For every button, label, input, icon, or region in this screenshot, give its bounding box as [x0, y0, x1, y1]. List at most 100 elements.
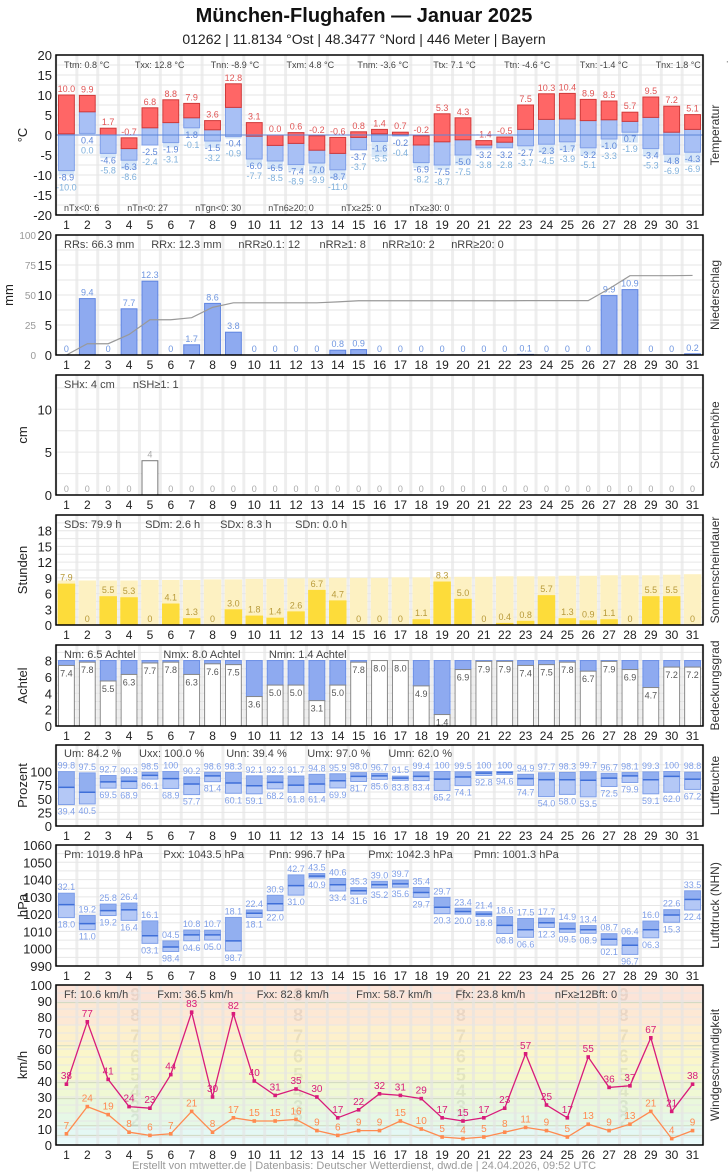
data-label: -4.8	[664, 156, 680, 166]
upper-range-box	[162, 940, 180, 948]
data-label: -3.2	[476, 150, 492, 160]
data-label: 1.4	[269, 607, 282, 617]
lower-range-box	[329, 884, 347, 892]
clear-sky-bar	[99, 660, 117, 682]
data-label: 100	[476, 761, 491, 771]
sunshine-bar	[182, 618, 201, 625]
data-label: -0.4	[226, 139, 242, 149]
data-label: 0	[314, 344, 319, 354]
data-label: 15.3	[663, 924, 681, 934]
data-label: -2.5	[142, 147, 158, 157]
x-tick-label: 18	[415, 358, 429, 372]
x-tick-label: 11	[269, 829, 282, 843]
data-label: 15	[270, 1108, 282, 1119]
sunshine-bar	[558, 618, 577, 625]
ground-min-bar	[267, 161, 284, 169]
x-tick-label: 8	[209, 628, 216, 642]
data-label: -2.8	[497, 160, 513, 170]
sunshine-bar	[57, 583, 76, 625]
x-tick-label: 1	[63, 1148, 70, 1162]
upper-range-box	[496, 916, 514, 926]
data-label: 7.7	[144, 666, 157, 676]
lower-range-box	[120, 909, 138, 921]
data-label: 0	[440, 484, 445, 494]
stat-label: nTgn<0: 30	[195, 203, 241, 213]
data-label: 5	[565, 1124, 571, 1135]
stat-label: SDs: 79.9 h	[64, 519, 121, 531]
data-label: -3.1	[163, 155, 179, 165]
precip-bar	[141, 280, 159, 356]
data-label: -6.5	[267, 163, 283, 173]
data-label: 0	[127, 484, 132, 494]
data-label: 98.7	[225, 953, 243, 963]
data-label: 67.2	[684, 791, 702, 801]
beaufort-label: 8	[293, 1005, 303, 1025]
data-label: 17.5	[517, 907, 535, 917]
data-label: 72.5	[600, 789, 618, 799]
x-tick-label: 6	[167, 628, 174, 642]
tmin-bar	[579, 120, 597, 149]
stat-label: nRR≥10: 2	[382, 239, 435, 251]
stats-top: Ttm: 0.8 °C Txx: 12.8 °C Tnn: -8.9 °C Txm: …	[64, 60, 728, 70]
y-tick-label: 75	[38, 778, 52, 793]
data-label: 6.7	[582, 674, 595, 684]
x-tick-label: 24	[540, 1148, 554, 1162]
x-tick-label: 10	[248, 1148, 262, 1162]
lower-range-box	[204, 775, 221, 783]
data-label: 0	[460, 484, 465, 494]
data-label: 7.6	[206, 667, 219, 677]
data-label: 6.9	[624, 673, 637, 683]
data-label: 8.8	[165, 89, 178, 99]
upper-range-box	[329, 878, 347, 886]
upper-range-box	[99, 903, 117, 912]
data-label: 5	[481, 1124, 487, 1135]
x-tick-label: 9	[230, 358, 237, 372]
sunshine-bar	[224, 609, 243, 625]
y-axis-title: Prozent	[15, 763, 30, 808]
data-label: 06.3	[642, 940, 660, 950]
data-label: 0	[294, 484, 299, 494]
data-label: -7.7	[247, 171, 263, 181]
data-label: 6.3	[185, 677, 198, 687]
data-label: 62.0	[663, 794, 681, 804]
data-label: 92.1	[246, 765, 264, 775]
x-tick-label: 7	[188, 969, 195, 983]
x-tick-label: 24	[540, 218, 554, 232]
data-label: 24	[82, 1094, 94, 1105]
x-tick-label: 5	[147, 829, 154, 843]
data-label: 0.8	[332, 339, 345, 349]
data-label: 98.0	[350, 762, 368, 772]
page-title: München-Flughafen — Januar 2025	[195, 5, 533, 27]
y-tick-label: 6	[45, 670, 52, 685]
stat-label: nRR≥20: 0	[451, 239, 504, 251]
data-label: 11.0	[79, 932, 96, 942]
data-label: -6.9	[685, 164, 701, 174]
x-tick-label: 2	[84, 969, 91, 983]
data-label: 3.1	[311, 704, 324, 714]
x-tick-label: 31	[686, 829, 700, 843]
ground-min-bar	[601, 139, 618, 149]
x-tick-label: 4	[126, 729, 133, 743]
x-tick-label: 13	[310, 829, 324, 843]
tmax-bar	[517, 104, 535, 130]
lower-range-box	[266, 781, 284, 790]
x-tick-label: 31	[686, 628, 700, 642]
x-tick-label: 23	[519, 218, 533, 232]
tmax-bar	[433, 113, 451, 143]
y-tick-label: 50	[38, 792, 52, 807]
x-tick-label: 21	[477, 829, 491, 843]
gust-point	[398, 1093, 403, 1098]
cumulative-precip-line	[66, 274, 693, 356]
x-tick-label: 31	[686, 498, 700, 512]
x-tick-label: 22	[498, 498, 512, 512]
data-label: 21	[666, 1098, 678, 1109]
precip-bar	[350, 349, 368, 356]
upper-range-box	[162, 771, 180, 780]
data-label: -0.6	[330, 126, 346, 136]
data-label: -0.2	[413, 125, 429, 135]
mean-point	[377, 1128, 382, 1133]
data-label: -1.0	[601, 141, 617, 151]
data-label: -0.5	[497, 126, 513, 136]
gust-point	[565, 1116, 570, 1120]
gust-point	[148, 1106, 152, 1110]
